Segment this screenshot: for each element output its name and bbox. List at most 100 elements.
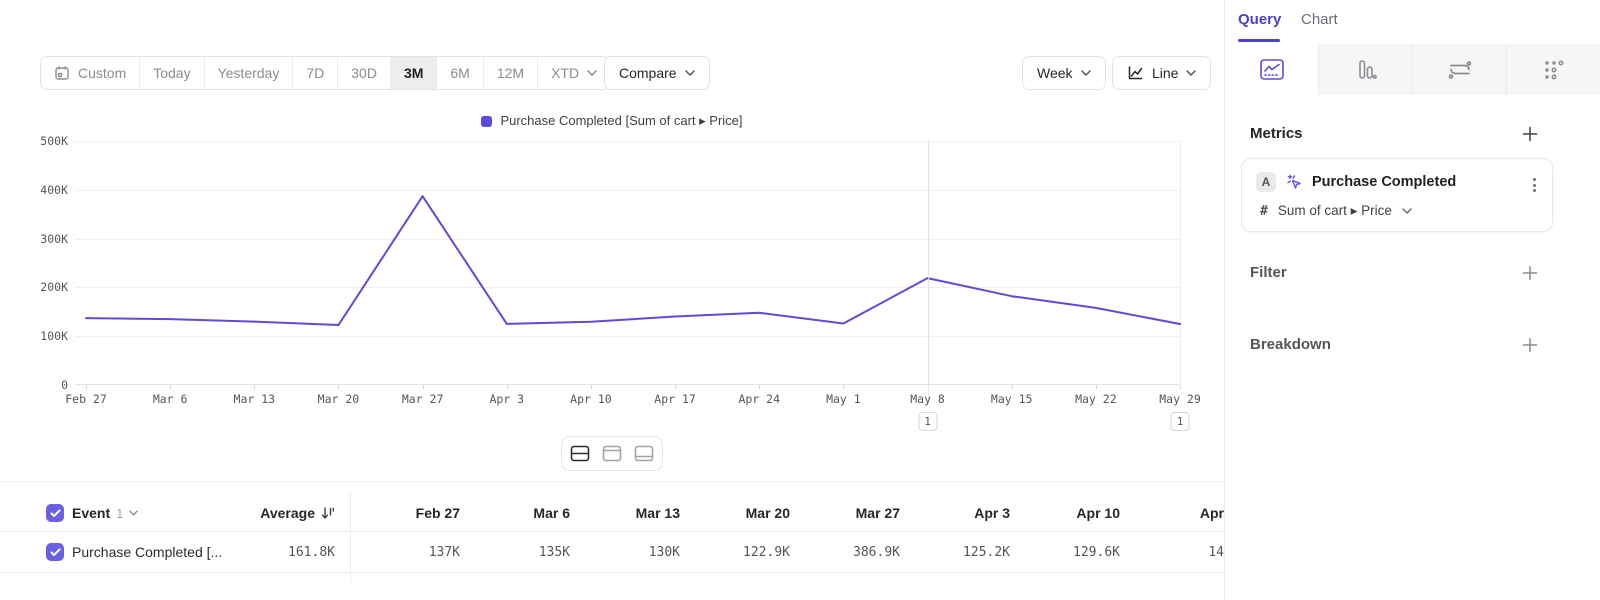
y-axis-tick-label: 0 bbox=[61, 378, 68, 392]
range-6m-button[interactable]: 6M bbox=[437, 57, 484, 89]
y-axis-tick-label: 300K bbox=[40, 231, 68, 246]
range-label: 30D bbox=[351, 65, 377, 81]
number-type-icon: # bbox=[1260, 203, 1268, 219]
add-filter-button[interactable] bbox=[1522, 265, 1538, 281]
table-date-header: Feb 27 bbox=[415, 505, 460, 521]
range-today-button[interactable]: Today bbox=[140, 57, 205, 89]
sort-descending-icon bbox=[321, 507, 335, 519]
add-metric-button[interactable] bbox=[1522, 126, 1538, 142]
table-cell-value: 130K bbox=[648, 545, 680, 560]
y-axis-labels: 0 100K 200K 300K 400K 500K bbox=[16, 134, 68, 392]
x-axis-tick bbox=[675, 385, 677, 389]
event-count: 1 bbox=[116, 505, 124, 521]
average-label: Average bbox=[260, 505, 315, 521]
compare-button[interactable]: Compare bbox=[604, 56, 710, 90]
filter-section-title: Filter bbox=[1250, 264, 1287, 281]
x-axis-tick-label: Apr 3 bbox=[489, 392, 525, 406]
active-tab-underline bbox=[1238, 39, 1280, 42]
annotation-line bbox=[927, 141, 929, 403]
range-custom-button[interactable]: Custom bbox=[41, 57, 141, 89]
range-12m-button[interactable]: 12M bbox=[484, 57, 539, 89]
row-checkbox[interactable] bbox=[46, 543, 64, 561]
chevron-down-icon bbox=[129, 510, 139, 516]
range-7d-button[interactable]: 7D bbox=[293, 57, 339, 89]
report-type-bar-tab[interactable] bbox=[1319, 44, 1413, 95]
event-column-header[interactable]: Event 1 bbox=[72, 505, 139, 521]
x-axis-tick-label: May 1 bbox=[826, 392, 861, 406]
annotation-badge[interactable]: 1 bbox=[918, 412, 938, 431]
chart-type-dropdown[interactable]: Line bbox=[1112, 56, 1212, 90]
table-vertical-divider bbox=[350, 492, 351, 582]
report-type-insights-line-tab[interactable] bbox=[1225, 44, 1319, 95]
table-cell-value: 14 bbox=[1208, 545, 1224, 560]
date-range-selector: Custom Today Yesterday 7D 30D 3M 6M 12M … bbox=[40, 56, 612, 90]
y-axis-tick-label: 100K bbox=[40, 329, 68, 344]
gridline bbox=[75, 189, 1181, 191]
x-axis-tick-label: May 15 bbox=[990, 392, 1033, 406]
table-date-header: Mar 13 bbox=[635, 505, 680, 521]
annotation-badge[interactable]: 1 bbox=[1170, 412, 1190, 431]
range-yesterday-button[interactable]: Yesterday bbox=[205, 57, 294, 89]
chart-legend: Purchase Completed [Sum of cart ▸ Price] bbox=[0, 113, 1224, 129]
range-3m-button-selected[interactable]: 3M bbox=[390, 57, 438, 89]
row-series-name[interactable]: Purchase Completed [... bbox=[72, 544, 223, 560]
tab-chart[interactable]: Chart bbox=[1301, 11, 1338, 28]
x-axis-tick bbox=[422, 385, 424, 389]
table-header-divider bbox=[0, 531, 1224, 532]
x-axis-tick-label: May 29 bbox=[1159, 392, 1201, 406]
table-date-header: Apr 3 bbox=[974, 505, 1010, 521]
bar-chart-icon bbox=[1358, 60, 1377, 79]
chart-only-icon bbox=[602, 445, 622, 462]
table-date-header: Mar 6 bbox=[533, 505, 570, 521]
aggregation-label: Sum of cart ▸ Price bbox=[1277, 203, 1392, 218]
x-axis-tick bbox=[86, 385, 87, 389]
series-line bbox=[85, 195, 1181, 326]
event-select-all-checkbox[interactable] bbox=[46, 504, 64, 522]
report-type-retention-tab[interactable] bbox=[1507, 44, 1600, 95]
x-axis-tick bbox=[506, 385, 508, 389]
x-axis-labels: Feb 27 Mar 6 Mar 13 Mar 20 Mar 27 Apr 3 Apr 10… bbox=[65, 392, 1201, 408]
y-axis-tick-label: 400K bbox=[40, 182, 68, 197]
x-axis-tick-label: Mar 20 bbox=[317, 392, 360, 406]
query-builder-panel: Query Chart Metrics A Purchase Completed… bbox=[1224, 0, 1600, 600]
x-axis-tick-label: Apr 10 bbox=[570, 392, 612, 406]
layout-table-only-button[interactable] bbox=[629, 440, 659, 467]
average-column-header[interactable]: Average bbox=[205, 505, 335, 521]
table-row-values: 137K 135K 130K 122.9K 386.9K 125.2K 129.6K 14 bbox=[350, 545, 1224, 560]
gridline bbox=[75, 287, 1181, 289]
x-axis-tick-label: Feb 27 bbox=[65, 392, 107, 406]
event-label: Event bbox=[72, 505, 111, 521]
x-axis-tick bbox=[170, 385, 172, 389]
metric-aggregation-selector[interactable]: # Sum of cart ▸ Price bbox=[1260, 203, 1412, 219]
legend-label: Purchase Completed [Sum of cart ▸ Price] bbox=[500, 113, 743, 128]
metric-options-kebab-icon[interactable] bbox=[1530, 175, 1539, 195]
tab-chart-label: Chart bbox=[1301, 11, 1338, 28]
table-only-icon bbox=[634, 445, 654, 462]
row-average-value: 161.8K bbox=[288, 545, 335, 560]
add-breakdown-button[interactable] bbox=[1522, 337, 1538, 353]
range-30d-button[interactable]: 30D bbox=[338, 57, 391, 89]
x-axis-tick-label: May 8 bbox=[910, 392, 945, 406]
chevron-down-icon bbox=[1080, 70, 1091, 76]
metric-card[interactable]: A Purchase Completed # Sum of cart ▸ Pri… bbox=[1241, 158, 1553, 232]
x-axis-tick-label: Mar 13 bbox=[233, 392, 276, 406]
interval-dropdown[interactable]: Week bbox=[1022, 56, 1106, 90]
table-cell-value: 122.9K bbox=[743, 545, 790, 560]
layout-chart-only-button[interactable] bbox=[597, 440, 627, 467]
report-type-flows-tab[interactable] bbox=[1413, 44, 1507, 95]
layout-toggle-group bbox=[561, 436, 663, 471]
legend-swatch bbox=[481, 115, 493, 127]
table-date-header: Mar 27 bbox=[855, 505, 900, 521]
range-xtd-button[interactable]: XTD bbox=[538, 57, 610, 89]
chart-table-divider bbox=[0, 481, 1224, 482]
range-label: 12M bbox=[496, 65, 525, 81]
gridline bbox=[75, 141, 1181, 142]
layout-split-view-button[interactable] bbox=[565, 440, 595, 467]
plot-right-border bbox=[1180, 141, 1181, 385]
x-axis-tick bbox=[1095, 385, 1097, 389]
chevron-down-icon bbox=[1402, 208, 1412, 214]
tab-query[interactable]: Query bbox=[1238, 11, 1281, 28]
report-main-area: Custom Today Yesterday 7D 30D 3M 6M 12M … bbox=[0, 56, 1224, 582]
range-label: Today bbox=[153, 65, 191, 81]
